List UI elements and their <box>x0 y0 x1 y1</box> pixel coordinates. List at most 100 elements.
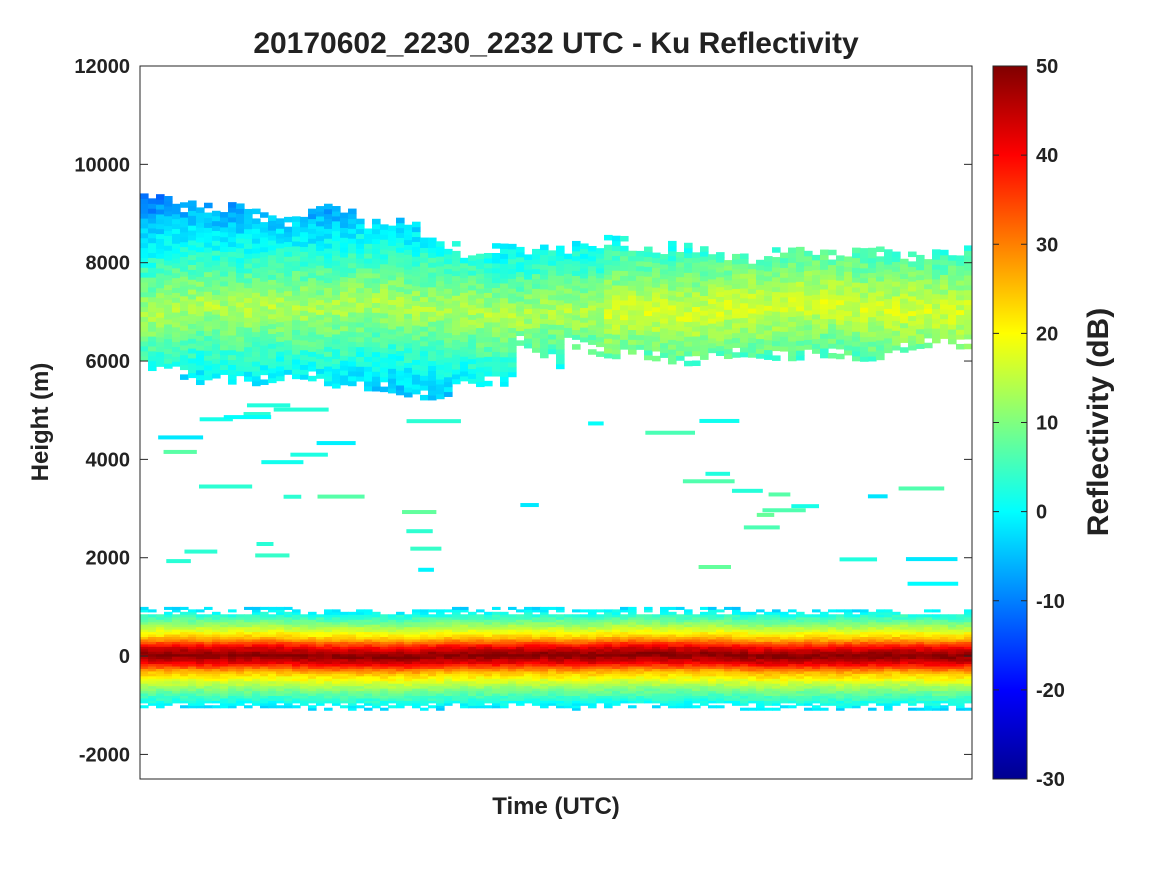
heatmap-cell <box>612 670 621 674</box>
heatmap-cell <box>724 279 733 286</box>
heatmap-cell <box>348 306 357 313</box>
heatmap-cell <box>404 382 413 388</box>
heatmap-cell <box>236 683 245 687</box>
heatmap-cell <box>652 331 661 337</box>
heatmap-cell <box>212 333 221 340</box>
heatmap-cell <box>564 626 573 630</box>
heatmap-cell <box>524 683 533 687</box>
heatmap-cell <box>332 299 341 305</box>
heatmap-cell <box>188 210 197 216</box>
heatmap-cell <box>668 688 677 692</box>
heatmap-cell <box>460 668 469 672</box>
heatmap-cell <box>660 646 669 650</box>
heatmap-cell <box>460 287 469 293</box>
heatmap-cell <box>140 641 149 645</box>
heatmap-cell <box>500 253 509 259</box>
heatmap-cell <box>404 357 413 364</box>
heatmap-cell <box>420 301 429 308</box>
heatmap-cell <box>196 638 205 642</box>
heatmap-cell <box>204 695 213 699</box>
heatmap-cell <box>460 272 469 279</box>
heatmap-cell <box>196 266 205 272</box>
heatmap-cell <box>564 312 573 319</box>
heatmap-cell <box>220 271 229 277</box>
heatmap-cell <box>412 624 421 628</box>
heatmap-cell <box>268 702 277 706</box>
heatmap-cell <box>468 675 477 679</box>
heatmap-cell <box>460 651 469 655</box>
heatmap-cell <box>188 665 197 669</box>
heatmap-cell <box>460 690 469 694</box>
heatmap-cell <box>532 312 541 319</box>
heatmap-cell <box>348 252 357 259</box>
heatmap-cell <box>540 298 549 305</box>
heatmap-cell <box>588 255 597 262</box>
heatmap-cell <box>580 322 589 328</box>
heatmap-cell <box>588 265 597 272</box>
heatmap-cell <box>332 284 341 291</box>
heatmap-cell <box>460 619 469 623</box>
heatmap-cell <box>708 626 717 630</box>
heatmap-cell <box>628 653 637 657</box>
heatmap-cell <box>468 363 477 370</box>
heatmap-cell <box>508 342 517 348</box>
heatmap-cell <box>372 371 381 377</box>
heatmap-cell <box>372 277 381 284</box>
heatmap-cell <box>628 633 637 637</box>
heatmap-cell <box>668 334 677 340</box>
heatmap-cell <box>356 297 365 303</box>
heatmap-cell <box>388 629 397 633</box>
heatmap-cell <box>500 653 509 657</box>
heatmap-cell <box>668 616 677 620</box>
heatmap-cell <box>524 643 533 647</box>
heatmap-cell <box>508 690 517 694</box>
heatmap-cell <box>436 383 445 390</box>
heatmap-cell <box>596 253 605 259</box>
heatmap-cell <box>308 670 317 674</box>
heatmap-cell <box>140 321 149 327</box>
heatmap-cell <box>412 690 421 694</box>
heatmap-cell <box>180 300 189 307</box>
heatmap-cell <box>564 688 573 692</box>
heatmap-cell <box>484 351 493 357</box>
heatmap-cell <box>380 651 389 655</box>
heatmap-cell <box>268 697 277 701</box>
heatmap-cell <box>708 688 717 692</box>
heatmap-cell <box>676 658 685 662</box>
heatmap-cell <box>524 692 533 697</box>
heatmap-cell <box>444 332 453 338</box>
heatmap-cell <box>660 690 669 694</box>
heatmap-cell <box>172 606 181 610</box>
heatmap-cell <box>540 342 549 349</box>
heatmap-cell <box>180 280 189 287</box>
heatmap-cell <box>372 258 381 264</box>
heatmap-cell <box>404 273 413 280</box>
heatmap-cell <box>500 621 509 625</box>
heatmap-cell <box>348 636 357 640</box>
heatmap-cell <box>148 700 157 704</box>
heatmap-cell <box>644 300 653 307</box>
heatmap-cell <box>620 629 629 633</box>
heatmap-cell <box>356 641 365 645</box>
heatmap-cell <box>692 301 701 308</box>
heatmap-cell <box>300 668 309 672</box>
heatmap-cell <box>180 359 189 366</box>
heatmap-cell <box>268 673 277 677</box>
heatmap-cell <box>580 653 589 657</box>
heatmap-cell <box>492 638 501 642</box>
heatmap-cell <box>404 278 413 285</box>
heatmap-cell <box>588 611 597 615</box>
heatmap-cell <box>668 692 677 697</box>
heatmap-cell <box>156 238 165 244</box>
heatmap-cell <box>252 311 261 318</box>
heatmap-cell <box>428 636 437 640</box>
heatmap-cell <box>156 695 165 699</box>
heatmap-cell <box>556 656 565 660</box>
heatmap-cell <box>372 361 381 367</box>
heatmap-cell <box>212 688 221 692</box>
heatmap-cell <box>508 621 517 625</box>
heatmap-cell <box>380 371 389 378</box>
heatmap-cell <box>548 265 557 271</box>
heatmap-cell <box>172 665 181 669</box>
heatmap-cell <box>508 243 517 250</box>
